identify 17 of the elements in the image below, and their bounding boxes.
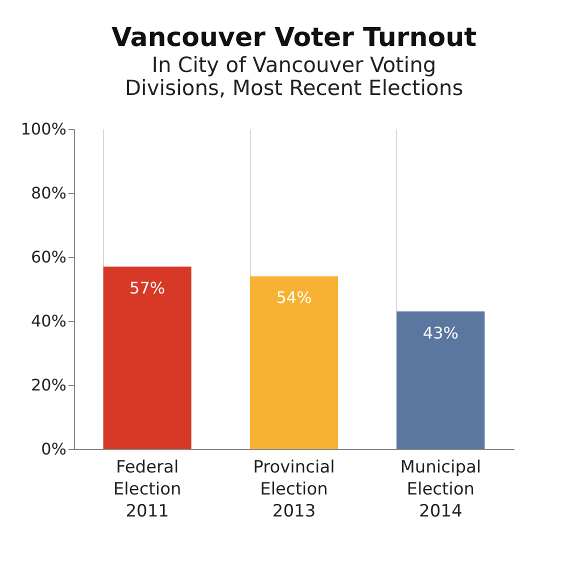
- bar: [250, 276, 338, 449]
- data-label: 43%: [422, 323, 458, 342]
- x-tick-label: Municipal Election 2014: [400, 458, 482, 522]
- y-tick-label: 40%: [30, 312, 66, 330]
- bar: [396, 311, 485, 449]
- chart-title: Vancouver Voter Turnout: [111, 23, 477, 53]
- y-tick-label: 60%: [30, 248, 66, 266]
- x-tick-label: Provincial Election 2013: [253, 458, 335, 522]
- y-tick-label: 80%: [30, 184, 66, 202]
- y-tick-label: 100%: [20, 120, 66, 138]
- y-tick-label: 0%: [41, 440, 66, 458]
- bar: [103, 266, 192, 449]
- data-label: 57%: [130, 278, 166, 298]
- data-label: 54%: [276, 288, 312, 308]
- y-tick-label: 20%: [30, 376, 66, 394]
- x-tick-label: Federal Election 2011: [113, 458, 182, 522]
- chart-subtitle: In City of Vancouver Voting Divisions, Most Recent Elections: [124, 53, 464, 100]
